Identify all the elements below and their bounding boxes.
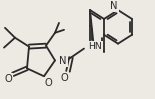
Text: N: N [59,56,67,66]
Text: HN: HN [88,42,102,51]
Text: O: O [4,74,12,84]
Text: O: O [44,78,52,88]
Text: N: N [110,1,118,11]
Text: O: O [60,73,68,83]
